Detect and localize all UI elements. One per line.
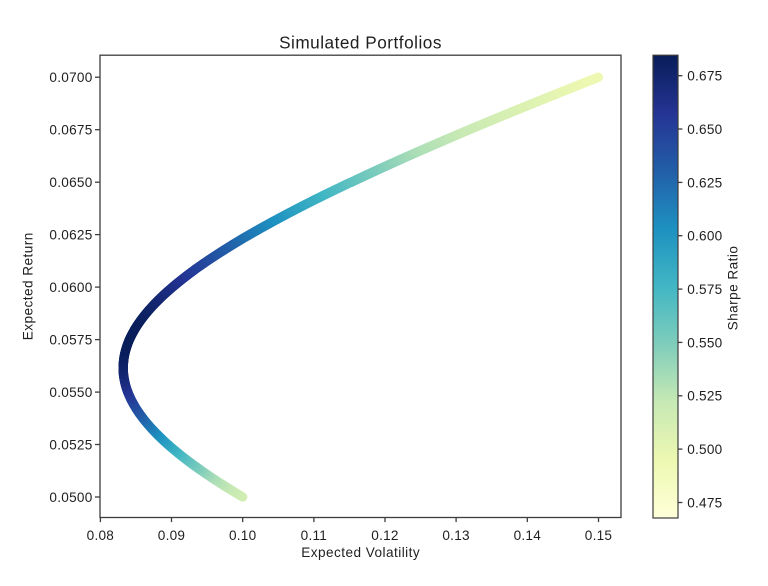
- svg-text:0.0500: 0.0500: [49, 490, 92, 505]
- svg-text:0.15: 0.15: [585, 528, 612, 543]
- svg-text:0.10: 0.10: [229, 528, 257, 543]
- svg-text:0.0600: 0.0600: [49, 280, 92, 295]
- svg-text:0.650: 0.650: [687, 122, 722, 137]
- svg-text:0.11: 0.11: [301, 528, 327, 543]
- svg-text:Expected Return: Expected Return: [20, 232, 35, 340]
- svg-text:0.0525: 0.0525: [49, 437, 92, 452]
- svg-text:0.500: 0.500: [687, 442, 722, 457]
- svg-text:0.08: 0.08: [87, 528, 114, 543]
- svg-text:0.0675: 0.0675: [49, 123, 92, 138]
- svg-text:0.575: 0.575: [687, 282, 722, 297]
- svg-text:0.625: 0.625: [687, 175, 722, 190]
- svg-text:Sharpe Ratio: Sharpe Ratio: [725, 246, 740, 331]
- svg-text:0.0625: 0.0625: [49, 228, 92, 243]
- svg-text:0.675: 0.675: [687, 69, 722, 84]
- svg-text:0.0650: 0.0650: [49, 175, 92, 190]
- svg-text:0.14: 0.14: [514, 528, 542, 543]
- svg-text:0.13: 0.13: [442, 528, 469, 543]
- svg-text:Simulated Portfolios: Simulated Portfolios: [279, 33, 442, 53]
- svg-text:0.550: 0.550: [687, 335, 722, 350]
- svg-text:0.0575: 0.0575: [49, 333, 92, 348]
- svg-text:0.0700: 0.0700: [49, 70, 92, 85]
- svg-text:0.525: 0.525: [687, 389, 722, 404]
- svg-text:0.600: 0.600: [687, 229, 722, 244]
- svg-text:0.475: 0.475: [687, 495, 722, 510]
- svg-text:0.0550: 0.0550: [49, 385, 92, 400]
- svg-text:0.09: 0.09: [158, 528, 185, 543]
- svg-text:Expected Volatility: Expected Volatility: [301, 545, 420, 560]
- svg-text:0.12: 0.12: [371, 528, 398, 543]
